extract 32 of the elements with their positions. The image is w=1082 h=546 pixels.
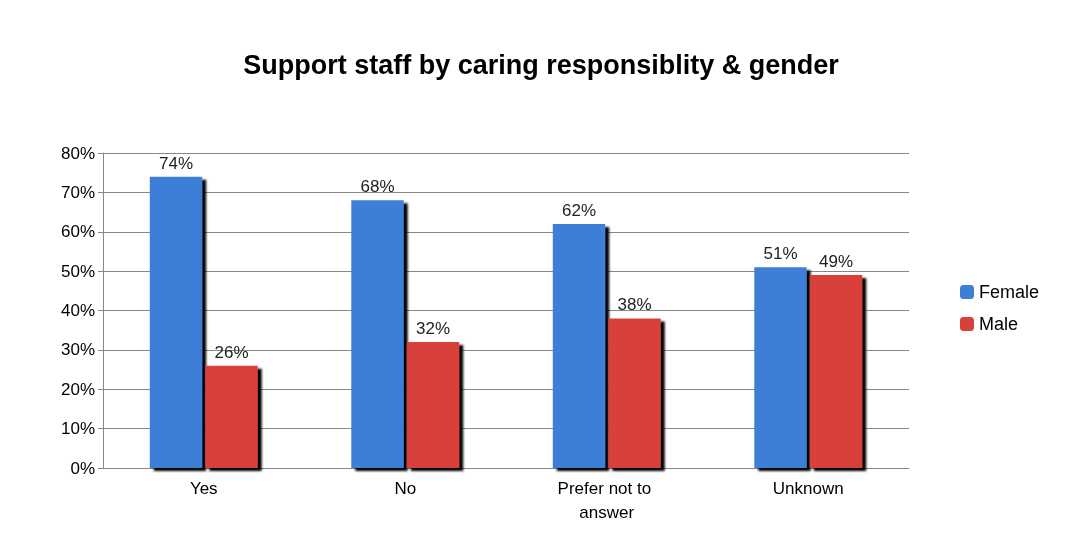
data-label: 38% [617,295,652,315]
x-tick-label: No [394,478,417,498]
bar [406,342,460,468]
bar [754,267,807,468]
legend-label: Female [978,282,1040,302]
bar [552,223,606,468]
y-tick-label: 80% [60,143,95,163]
y-tick-label: 30% [60,340,95,360]
legend-label: Male [978,314,1018,334]
y-tick-label: 50% [60,261,95,281]
x-tick-label: Prefer not to answer [557,478,656,522]
y-tick-label: 0% [70,458,95,478]
data-label: 51% [763,244,798,264]
bar [809,275,863,468]
x-tick-label: Yes [189,478,218,498]
data-label: 32% [416,319,451,338]
bar [351,200,404,468]
bar [608,318,661,468]
y-tick-label: 40% [60,301,95,320]
y-tick-label: 70% [60,182,95,202]
y-tick-label: 20% [60,379,95,399]
x-tick-label: Unknown [772,478,844,498]
data-label: 74% [158,153,193,173]
y-tick-label: 10% [60,419,95,439]
chart-title: Support staff by caring responsiblity & gender [243,49,840,80]
data-label: 26% [214,342,249,362]
data-label: 68% [360,177,395,197]
bar [149,176,203,468]
data-label: 62% [561,200,596,220]
data-label: 49% [819,252,854,272]
bar [205,365,258,468]
y-tick-label: 60% [60,222,95,242]
